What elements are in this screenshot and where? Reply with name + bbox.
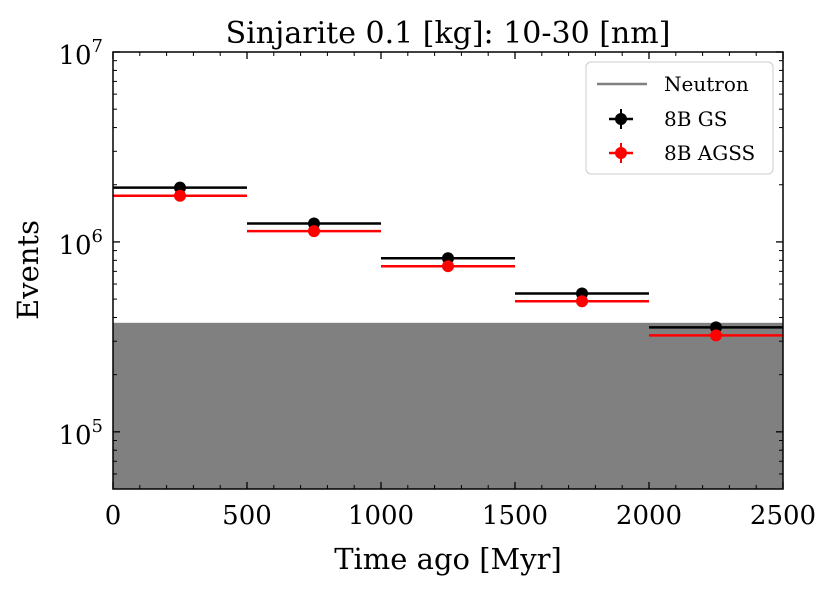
x-tick-label: 1000 bbox=[348, 501, 414, 531]
legend-8b-agss-marker bbox=[615, 147, 627, 159]
x-tick-label: 1500 bbox=[482, 501, 548, 531]
y-tick-label: 105 bbox=[58, 416, 103, 451]
point-8b-agss bbox=[576, 295, 588, 308]
legend-box bbox=[585, 61, 774, 175]
x-tick-label: 0 bbox=[105, 501, 122, 531]
point-8b-agss bbox=[174, 189, 186, 202]
point-8b-agss bbox=[308, 225, 320, 238]
x-tick-label: 500 bbox=[222, 501, 272, 531]
legend: Neutron 8B GS 8B AGSS bbox=[585, 61, 774, 175]
chart-title: Sinjarite 0.1 [kg]: 10-30 [nm] bbox=[226, 16, 671, 51]
x-tick-label: 2500 bbox=[750, 501, 816, 531]
x-tick-label: 2000 bbox=[616, 501, 682, 531]
x-axis-label: Time ago [Myr] bbox=[334, 542, 562, 576]
legend-neutron-label: Neutron bbox=[664, 72, 749, 96]
plot-frame bbox=[112, 51, 784, 490]
legend-8b-gs-label: 8B GS bbox=[664, 107, 727, 131]
y-tick-label: 107 bbox=[58, 36, 103, 71]
series-layer bbox=[113, 181, 783, 342]
point-8b-agss bbox=[442, 260, 454, 273]
legend-8b-agss-label: 8B AGSS bbox=[664, 141, 755, 165]
neutron-background-layer bbox=[113, 322, 783, 489]
y-axis-label: Events bbox=[11, 220, 45, 320]
point-8b-agss bbox=[710, 329, 722, 342]
y-tick-label: 106 bbox=[58, 226, 103, 261]
series-8b-agss bbox=[113, 189, 783, 342]
legend-8b-gs-marker bbox=[615, 113, 627, 125]
neutron-band bbox=[113, 322, 783, 489]
ticks-layer: 0 500 1000 1500 2000 2500 105 106 107 bbox=[58, 36, 816, 531]
